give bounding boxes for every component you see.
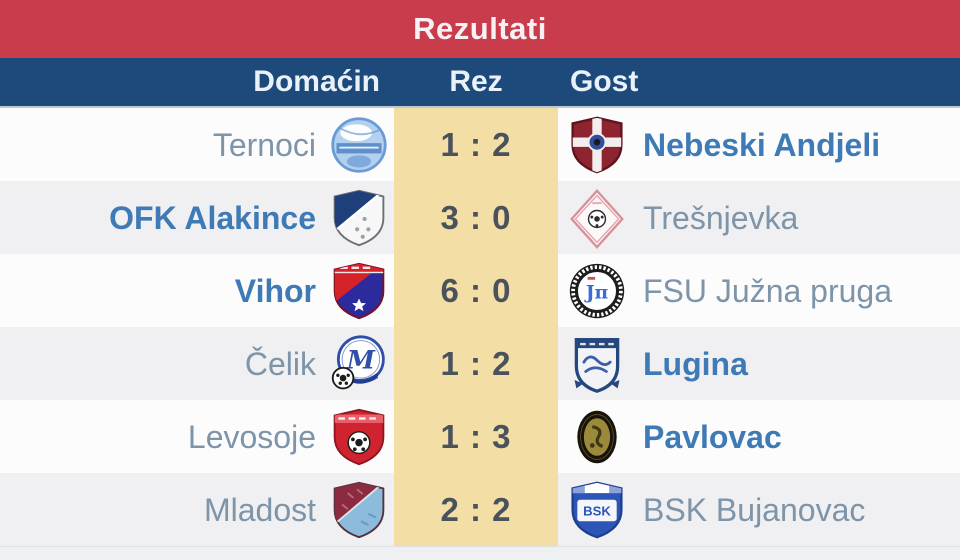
column-header-home: Domaćin bbox=[253, 65, 380, 98]
match-score: 6 : 0 bbox=[394, 254, 558, 327]
tresnjevka-crest-icon[interactable] bbox=[567, 187, 627, 249]
home-cell: Čelik M bbox=[0, 327, 394, 400]
nebeski-andjeli-crest-icon[interactable] bbox=[567, 114, 627, 176]
match-row: Levosoje 1 : 3 Pavlov bbox=[0, 400, 960, 473]
home-cell: Ternoci bbox=[0, 108, 394, 181]
celik-crest-icon[interactable]: M bbox=[329, 333, 389, 395]
away-cell: Trešnjevka bbox=[558, 181, 960, 254]
home-team-name[interactable]: OFK Alakince bbox=[109, 199, 316, 236]
results-title-bar: Rezultati bbox=[0, 0, 960, 58]
home-team-name[interactable]: Levosoje bbox=[187, 418, 316, 455]
match-row: Mladost 2 : 2 BSK BSK Bujanovac bbox=[0, 473, 960, 546]
away-team-name[interactable]: BSK Bujanovac bbox=[643, 491, 866, 528]
match-score: 1 : 2 bbox=[394, 327, 558, 400]
ofk-alakince-crest-icon[interactable] bbox=[329, 187, 389, 249]
vihor-crest-icon[interactable] bbox=[329, 260, 389, 322]
bsk-bujanovac-crest-icon[interactable]: BSK bbox=[567, 479, 627, 541]
column-header-row: Domaćin Rez Gost bbox=[0, 58, 960, 108]
away-team-name[interactable]: Lugina bbox=[643, 345, 748, 382]
home-cell: Mladost bbox=[0, 473, 394, 546]
away-cell: Pavlovac bbox=[558, 400, 960, 473]
home-team-name[interactable]: Ternoci bbox=[212, 126, 316, 163]
home-team-name[interactable]: Mladost bbox=[203, 491, 316, 528]
match-score: 3 : 0 bbox=[394, 181, 558, 254]
column-header-away: Gost bbox=[570, 65, 639, 98]
fsu-juzna-pruga-crest-icon[interactable]: Јп bbox=[567, 260, 627, 322]
results-table: Ternoci 1 : 2 Nebeski Andjeli OFK Alakin bbox=[0, 108, 960, 546]
match-score: 2 : 2 bbox=[394, 473, 558, 546]
home-team-name[interactable]: Čelik bbox=[244, 345, 316, 382]
away-cell: Nebeski Andjeli bbox=[558, 108, 960, 181]
pavlovac-crest-icon[interactable] bbox=[567, 406, 627, 468]
home-cell: Vihor bbox=[0, 254, 394, 327]
away-cell: BSK BSK Bujanovac bbox=[558, 473, 960, 546]
lugina-crest-icon[interactable] bbox=[567, 333, 627, 395]
mladost-crest-icon[interactable] bbox=[329, 479, 389, 541]
match-score: 1 : 2 bbox=[394, 108, 558, 181]
match-row: Čelik M 1 : 2 Lugina bbox=[0, 327, 960, 400]
svg-text:M: M bbox=[346, 344, 376, 374]
levosoje-crest-icon[interactable] bbox=[329, 406, 389, 468]
match-row: Ternoci 1 : 2 Nebeski Andjeli bbox=[0, 108, 960, 181]
match-score: 1 : 3 bbox=[394, 400, 558, 473]
column-header-score: Rez bbox=[449, 65, 503, 98]
match-row: OFK Alakince 3 : 0 Trešnjevka bbox=[0, 181, 960, 254]
svg-text:BSK: BSK bbox=[583, 503, 611, 518]
away-team-name[interactable]: Nebeski Andjeli bbox=[643, 126, 881, 163]
match-row: Vihor 6 : 0 Јп FSU Južna pruga bbox=[0, 254, 960, 327]
away-team-name[interactable]: FSU Južna pruga bbox=[643, 272, 893, 309]
away-team-name[interactable]: Trešnjevka bbox=[643, 199, 799, 236]
home-cell: OFK Alakince bbox=[0, 181, 394, 254]
away-cell: Јп FSU Južna pruga bbox=[558, 254, 960, 327]
svg-text:Јп: Јп bbox=[584, 281, 609, 303]
ternoci-crest-icon[interactable] bbox=[329, 114, 389, 176]
away-team-name[interactable]: Pavlovac bbox=[643, 418, 782, 455]
home-team-name[interactable]: Vihor bbox=[234, 272, 316, 309]
footer-strip bbox=[0, 546, 960, 560]
results-title: Rezultati bbox=[413, 11, 547, 46]
away-cell: Lugina bbox=[558, 327, 960, 400]
home-cell: Levosoje bbox=[0, 400, 394, 473]
